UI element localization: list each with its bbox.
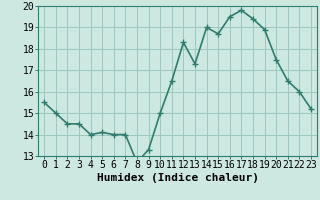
X-axis label: Humidex (Indice chaleur): Humidex (Indice chaleur) xyxy=(97,173,259,183)
